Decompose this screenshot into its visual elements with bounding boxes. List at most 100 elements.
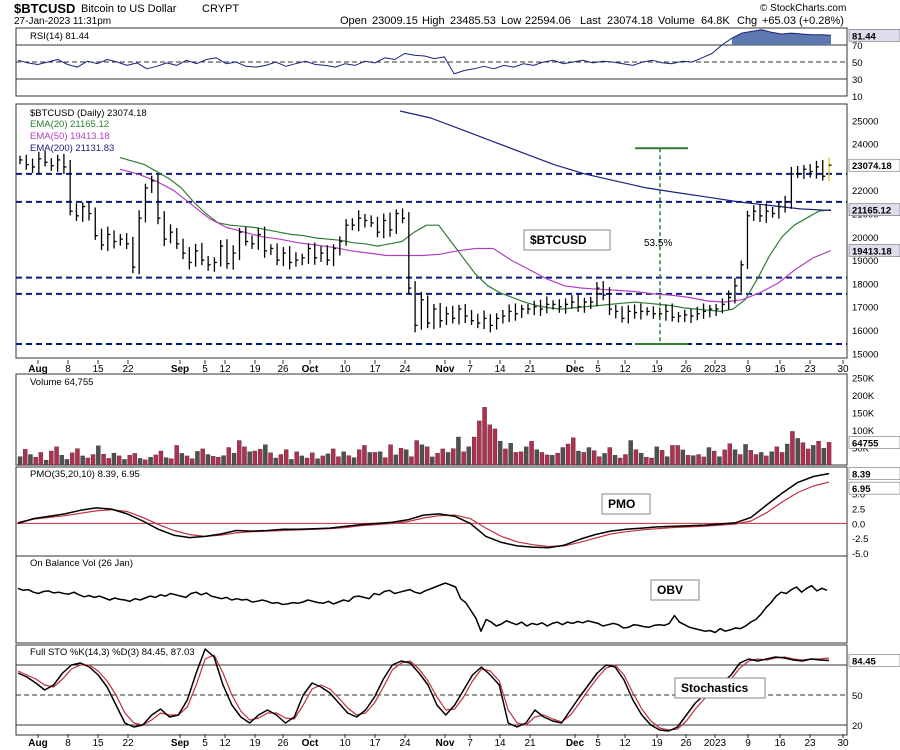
- volume-bar: [38, 452, 44, 466]
- sto-x-axis-label: Aug: [28, 738, 47, 749]
- sto-x-axis-label: 16: [774, 738, 786, 749]
- volume-bar: [498, 441, 503, 466]
- volume-bar: [200, 448, 205, 466]
- volume-bar: [210, 456, 216, 466]
- sto-x-axis-label: 14: [494, 738, 506, 749]
- volume-bar: [597, 456, 602, 466]
- sto-x-axis-label: 10: [339, 738, 351, 749]
- volume-bar: [377, 451, 383, 466]
- stochastics-annotation: Stochastics: [681, 681, 749, 695]
- sto-x-axis-label: 2023: [704, 738, 727, 749]
- ema-line-1: [119, 157, 832, 312]
- obv-panel-frame: [15, 555, 848, 644]
- sto-x-axis-label: 12: [619, 738, 631, 749]
- volume-axis-label: 50K: [852, 444, 870, 455]
- volume-bar: [435, 452, 440, 466]
- volume-bar: [821, 448, 827, 466]
- volume-bar: [263, 444, 268, 466]
- price-x-axis-label: 9: [745, 364, 751, 375]
- sto-x-axis-label: 8: [65, 738, 71, 749]
- pmo-last-label-box: [848, 467, 900, 480]
- measure-percent-label: 53.5%: [644, 238, 672, 249]
- pmo-line: [17, 472, 830, 549]
- volume-bar: [685, 455, 691, 466]
- high-value: 23485.53: [450, 15, 496, 27]
- volume-bar: [268, 452, 273, 466]
- change-value: +65.03 (+0.28%): [762, 15, 844, 27]
- volume-bar: [722, 449, 727, 466]
- volume-bar: [143, 459, 148, 466]
- sto-axis-label: 50: [852, 691, 863, 702]
- volume-bar: [237, 440, 242, 466]
- price-last-label-box: [848, 244, 900, 257]
- volume-bar: [70, 452, 75, 466]
- volume-bar: [195, 451, 200, 466]
- obv-annotation: OBV: [657, 583, 683, 597]
- instrument-name: Bitcoin to US Dollar: [81, 3, 177, 15]
- volume-bar: [555, 452, 560, 466]
- volume-value: 64.8K: [701, 15, 730, 27]
- price-x-axis-label: 7: [467, 364, 473, 375]
- volume-bar: [289, 459, 294, 466]
- sto-x-axis-label: 21: [524, 738, 536, 749]
- volume-bar: [732, 449, 738, 466]
- volume-bar: [565, 443, 571, 466]
- volume-bar: [706, 447, 712, 466]
- rsi-legend: RSI(14) 81.44: [30, 31, 89, 42]
- volume-axis-label: 250K: [852, 374, 875, 385]
- price-x-axis-label: Sep: [171, 364, 189, 375]
- volume-bar: [774, 446, 780, 466]
- price-axis-label: 20000: [852, 233, 878, 244]
- price-x-axis-label: 22: [122, 364, 134, 375]
- volume-bar: [800, 442, 806, 466]
- volume-bar: [247, 451, 252, 466]
- volume-bar: [59, 455, 64, 466]
- volume-bar: [85, 457, 91, 466]
- volume-bar: [158, 450, 164, 466]
- pmo-signal-last-label: 6.95: [852, 484, 871, 495]
- volume-bar: [424, 446, 430, 466]
- volume-bar: [169, 458, 174, 466]
- price-x-axis-label: 17: [369, 364, 381, 375]
- volume-axis-label: 200K: [852, 391, 875, 402]
- volume-bar: [451, 448, 456, 466]
- volume-bar: [341, 451, 346, 466]
- volume-bar: [17, 456, 23, 466]
- volume-bar: [351, 457, 357, 466]
- symbol-annotation: $BTCUSD: [530, 233, 587, 247]
- ema-legend-3: EMA(200) 21131.83: [30, 143, 114, 154]
- volume-bar: [529, 441, 534, 466]
- volume-bar: [325, 453, 331, 466]
- rsi-axis-label: 30: [852, 75, 863, 86]
- price-x-axis-label: 30: [837, 364, 849, 375]
- pmo-axis-label: 5.0: [852, 490, 865, 501]
- volume-last-label-box: [848, 436, 900, 449]
- volume-bar: [748, 450, 753, 466]
- pmo-legend: PMO(35,20,10) 8.39, 6.95: [30, 469, 140, 480]
- price-x-axis-label: Dec: [566, 364, 585, 375]
- rsi-axis-label: 10: [852, 92, 863, 103]
- volume-bar: [299, 455, 305, 466]
- low-value: 22594.06: [525, 15, 571, 27]
- volume-bar: [743, 444, 748, 466]
- symbol-title: $BTCUSD: [14, 1, 76, 16]
- volume-bar: [346, 455, 352, 466]
- low-label: Low: [501, 15, 522, 27]
- sto-last-label: 84.45: [852, 657, 876, 668]
- price-axis-label: 18000: [852, 279, 878, 290]
- volume-bar: [310, 452, 315, 466]
- rsi-axis-label: 70: [852, 41, 863, 52]
- price-x-axis-label: Oct: [302, 364, 319, 375]
- volume-bar: [701, 456, 706, 466]
- volume-bar: [330, 448, 336, 466]
- price-x-axis-label: Nov: [436, 364, 455, 375]
- volume-bar: [383, 457, 388, 466]
- rsi-overbought-fill: [731, 29, 831, 45]
- symbol-annotation-box: [523, 229, 611, 251]
- volume-bar: [665, 456, 670, 466]
- volume-bar: [633, 449, 639, 466]
- obv-line: [17, 582, 828, 634]
- volume-bar: [779, 452, 785, 466]
- rsi-axis-label: 81.44: [852, 31, 876, 42]
